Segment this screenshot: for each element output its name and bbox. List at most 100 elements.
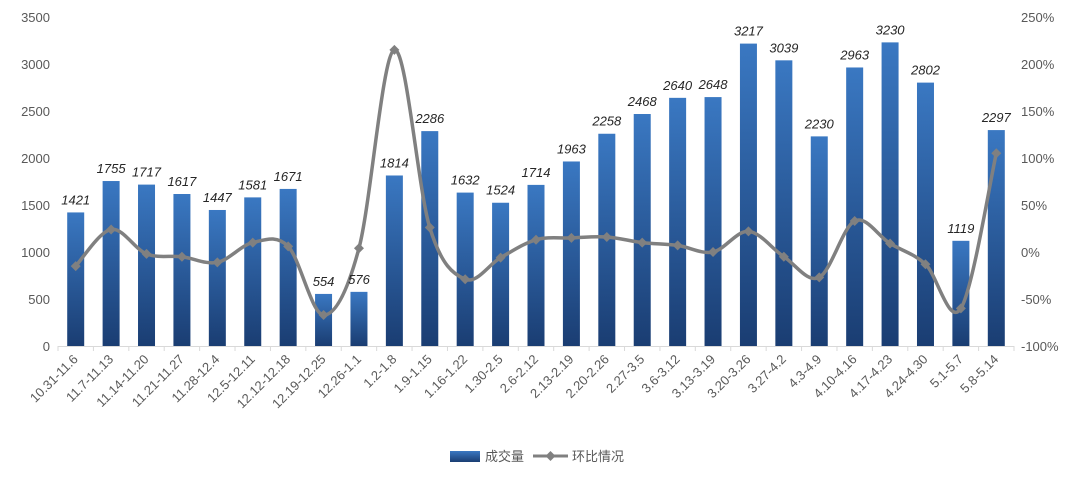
line-point <box>247 237 258 248</box>
line-point <box>460 274 471 285</box>
data-label: 1119 <box>947 221 974 236</box>
y-right-tick-label: 150% <box>1021 104 1055 119</box>
bar <box>633 114 651 347</box>
y-left-tick-label: 3500 <box>21 10 50 25</box>
y-right-tick-label: 200% <box>1021 57 1055 72</box>
y-left-tick-label: 2000 <box>21 151 50 166</box>
line-point <box>283 241 294 252</box>
data-label: 576 <box>348 272 370 287</box>
bar <box>279 188 297 346</box>
data-label: 1814 <box>380 155 409 170</box>
data-label: 1447 <box>203 190 233 205</box>
data-label: 1671 <box>274 169 303 184</box>
line-point <box>495 252 506 263</box>
data-label: 1963 <box>557 141 587 156</box>
data-label: 554 <box>313 274 335 289</box>
data-label: 2802 <box>910 63 941 78</box>
line-point <box>955 303 966 314</box>
bar <box>669 97 687 346</box>
data-label: 2258 <box>591 114 622 129</box>
bar <box>952 240 970 346</box>
line-point <box>814 272 825 283</box>
bar <box>775 60 793 347</box>
y-left-tick-label: 1500 <box>21 198 50 213</box>
line-series-group <box>70 44 1002 320</box>
data-label: 1714 <box>522 165 551 180</box>
data-label: 2468 <box>627 94 658 109</box>
y-left-tick-label: 500 <box>28 292 50 307</box>
line-point <box>389 44 400 55</box>
bar <box>492 202 510 346</box>
y-right-tick-label: -100% <box>1021 339 1059 354</box>
bar <box>987 130 1005 346</box>
data-label: 1717 <box>132 165 162 180</box>
x-axis-tick-label: 2.27-3.5 <box>603 352 647 396</box>
bar <box>421 131 439 346</box>
y-right-tick-label: -50% <box>1021 292 1052 307</box>
data-label: 1632 <box>451 173 481 188</box>
bar-series-group <box>67 42 1005 347</box>
bar <box>810 136 828 346</box>
data-label: 3039 <box>769 40 798 55</box>
bar <box>881 42 899 346</box>
line-point <box>991 148 1002 159</box>
bar <box>208 209 226 346</box>
y-right-tick-label: 100% <box>1021 151 1055 166</box>
line-point <box>424 222 435 233</box>
line-point <box>353 243 364 254</box>
legend-line-marker <box>545 451 556 461</box>
bar <box>173 194 191 346</box>
bar <box>385 175 403 346</box>
legend-bar-label: 成交量 <box>485 449 524 465</box>
y-left-tick-label: 2500 <box>21 104 50 119</box>
data-label: 2297 <box>981 110 1012 125</box>
bar <box>244 197 262 346</box>
bar <box>456 192 474 346</box>
y-left-tick-label: 0 <box>43 339 50 354</box>
data-label: 2286 <box>414 111 445 126</box>
bar <box>704 97 722 346</box>
line-point <box>849 215 860 226</box>
bar <box>916 82 934 346</box>
y-right-tick-label: 250% <box>1021 10 1055 25</box>
data-label: 2963 <box>839 47 870 62</box>
data-label: 3230 <box>876 22 906 37</box>
bar <box>846 67 864 346</box>
line-point <box>672 240 683 251</box>
data-label: 2648 <box>698 77 729 92</box>
bar <box>350 291 368 346</box>
legend-line-label: 环比情况 <box>572 450 624 465</box>
line-point <box>106 224 117 235</box>
line-point <box>212 257 223 268</box>
line-point <box>778 251 789 262</box>
data-label: 2640 <box>662 78 693 93</box>
y-right-tick-label: 0% <box>1021 245 1040 260</box>
data-label: 1421 <box>61 192 90 207</box>
x-axis-tick-label: 1.30-2.5 <box>461 352 505 396</box>
bar <box>67 212 85 346</box>
line-point <box>70 261 81 272</box>
x-axis-tick-label: 5.8-5.14 <box>957 352 1001 396</box>
legend-bar-swatch <box>450 451 480 462</box>
line-point <box>601 231 612 242</box>
x-axis-tick-label: 3.27-4.2 <box>745 352 789 396</box>
y-right-tick-label: 50% <box>1021 198 1047 213</box>
data-label: 1524 <box>486 183 515 198</box>
bar <box>739 43 757 347</box>
y-left-tick-label: 1000 <box>21 245 50 260</box>
line-point <box>885 238 896 249</box>
line-point <box>531 234 541 245</box>
data-label: 3217 <box>734 24 764 39</box>
line-point <box>318 309 329 320</box>
line-point <box>743 226 754 237</box>
line-point <box>637 237 648 248</box>
data-labels-group: 1421 1755 1717 1617 1447 1581 1671 554 576 1814 22… <box>61 22 1011 289</box>
y-left-tick-label: 3000 <box>21 57 50 72</box>
bar <box>138 184 156 346</box>
data-label: 1617 <box>167 174 197 189</box>
line-point <box>566 232 577 243</box>
data-label: 1755 <box>97 161 127 176</box>
line-point <box>176 251 187 262</box>
